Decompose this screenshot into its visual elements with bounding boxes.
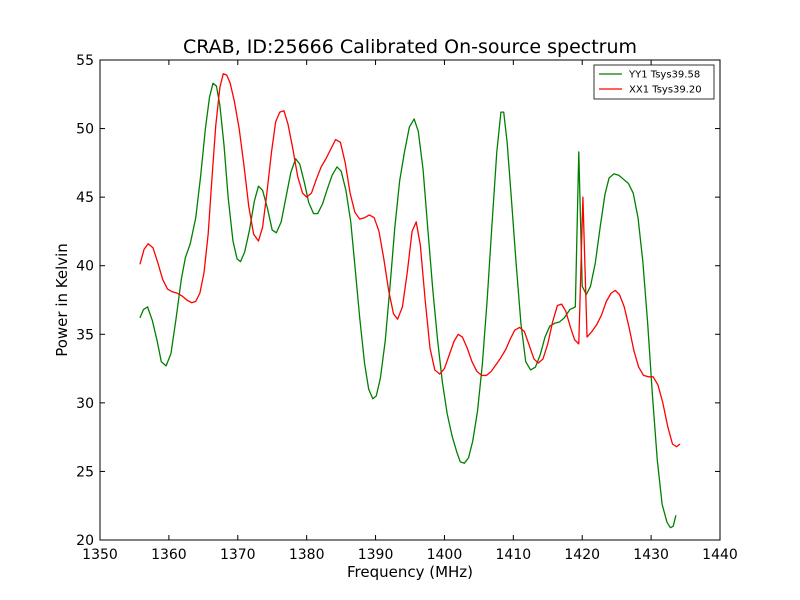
x-axis: 1350 1360 1370 1380 1390 1400 1410 1420 1430 1440: [82, 60, 738, 563]
series-layer: [139, 73, 681, 529]
y-axis: 20 25 30 35 40 45 50 55: [76, 53, 720, 549]
x-axis-label: Frequency (MHz): [347, 563, 473, 581]
y-tick-label: 30: [76, 396, 94, 412]
x-tick-label: 1410: [496, 547, 532, 563]
x-tick-label: 1390: [358, 547, 394, 563]
y-axis-label: Power in Kelvin: [53, 243, 71, 357]
legend: YY1 Tsys39.58 XX1 Tsys39.20: [593, 64, 715, 100]
x-tick-label: 1430: [633, 547, 669, 563]
y-tick-label: 25: [76, 464, 94, 480]
x-tick-label: 1400: [427, 547, 463, 563]
y-tick-label: 35: [76, 327, 94, 343]
x-tick-label: 1440: [702, 547, 738, 563]
y-tick-label: 50: [76, 122, 94, 138]
y-tick-label: 40: [76, 259, 94, 275]
series-line-yy1: [139, 82, 677, 529]
x-tick-label: 1380: [289, 547, 325, 563]
x-tick-label: 1350: [82, 547, 118, 563]
legend-box: [593, 64, 715, 100]
legend-label-yy1: YY1 Tsys39.58: [628, 70, 700, 81]
legend-label-xx1: XX1 Tsys39.20: [629, 85, 702, 96]
y-tick-label: 55: [76, 53, 94, 69]
chart-title: CRAB, ID:25666 Calibrated On-source spec…: [183, 36, 637, 58]
y-tick-label: 45: [76, 190, 94, 206]
series-line-xx1: [139, 73, 681, 448]
x-tick-label: 1360: [151, 547, 187, 563]
x-tick-label: 1420: [564, 547, 600, 563]
plot-frame: [99, 59, 721, 541]
x-tick-label: 1370: [220, 547, 256, 563]
y-tick-label: 20: [76, 533, 94, 549]
plot-area: [100, 60, 720, 540]
